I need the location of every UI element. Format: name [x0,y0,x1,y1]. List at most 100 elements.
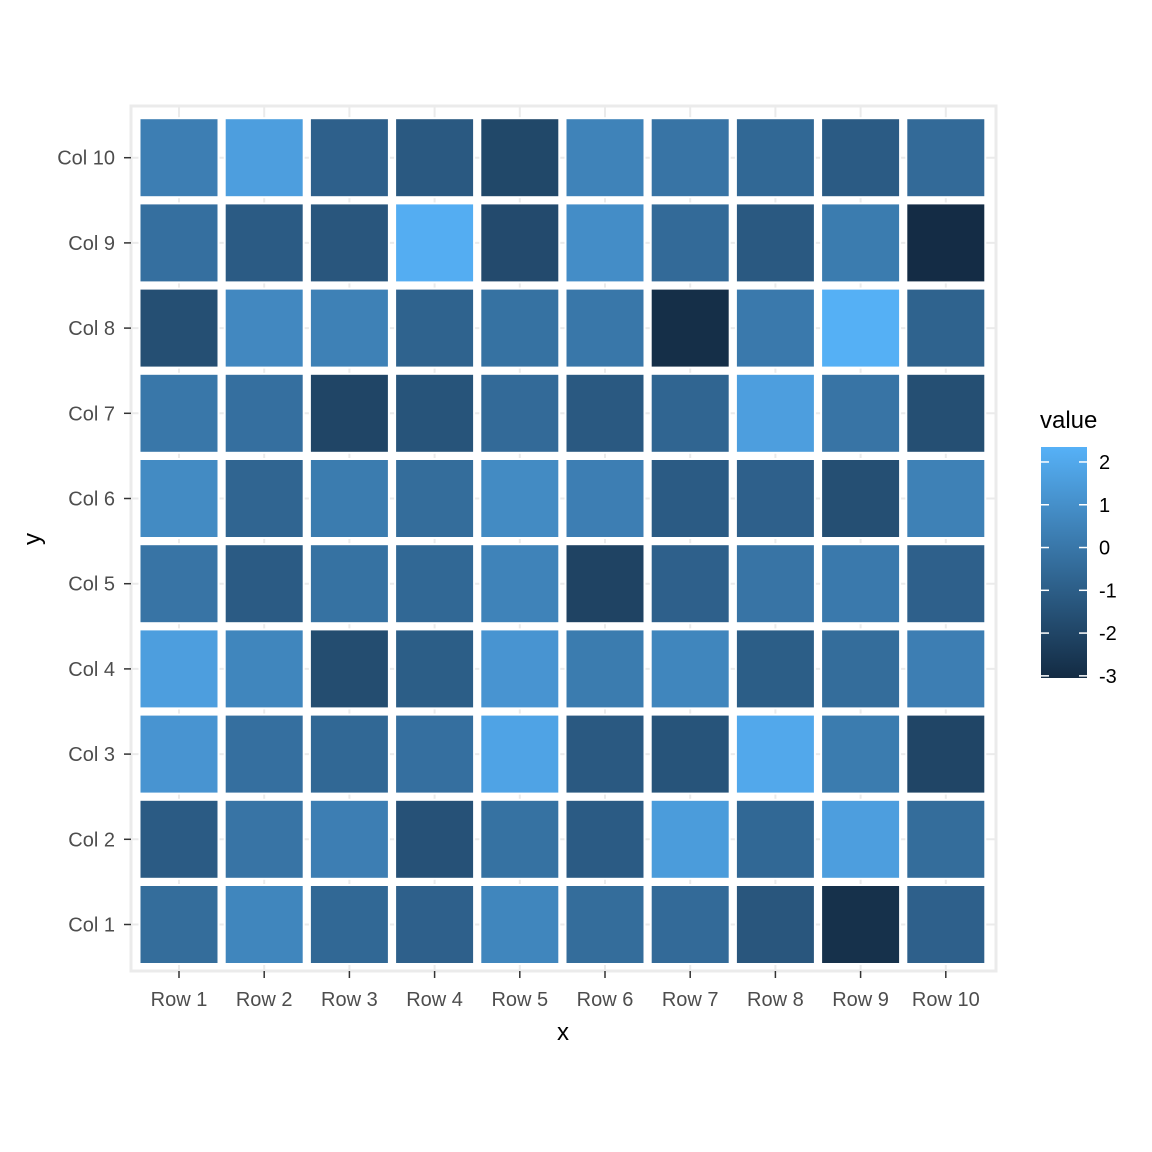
heatmap-cell [394,798,476,880]
heatmap-cell [479,287,561,369]
y-tick-label: Col 4 [68,659,115,681]
heatmap-cell [223,372,305,454]
heatmap-cell [734,372,816,454]
heatmap-cell [734,884,816,965]
heatmap-cell [734,713,816,795]
heatmap-cell [734,117,816,199]
x-tick-label: Row 2 [236,989,293,1011]
heatmap-cell [138,628,220,710]
y-axis-title: y [19,533,46,545]
heatmap-cell [649,287,731,369]
x-tick-label: Row 9 [832,989,889,1011]
heatmap-cell [394,543,476,625]
x-tick-label: Row 3 [321,989,378,1011]
heatmap-cell [905,117,987,199]
heatmap-cell [138,884,220,965]
heatmap-cell [564,372,646,454]
heatmap-cell [308,884,390,965]
heatmap-cell [649,202,731,284]
heatmap-cell [394,884,476,965]
y-tick-label: Col 8 [68,318,115,340]
heatmap-cell [308,713,390,795]
heatmap-cell [308,202,390,284]
legend-tick-label: 0 [1099,538,1110,560]
y-tick-label: Col 10 [57,148,115,170]
heatmap-cell [479,202,561,284]
heatmap-cell [308,458,390,539]
heatmap-cell [479,798,561,880]
legend-tick-label: -2 [1099,623,1117,645]
heatmap-cell [138,713,220,795]
x-axis: Row 1 Row 2 Row 3 Row 4 Row 5 Row 6 Row 7 Row 8… [151,971,980,1011]
heatmap-cell [564,287,646,369]
heatmap-cell [905,713,987,795]
heatmap-cell [905,884,987,965]
heatmap-cell [734,287,816,369]
y-tick-label: Col 6 [68,489,115,511]
heatmap-cell [905,372,987,454]
heatmap-cell [223,798,305,880]
legend-tick-label: 2 [1099,452,1110,474]
heatmap-cell [138,202,220,284]
y-tick-label: Col 7 [68,403,115,425]
heatmap-cell [479,628,561,710]
heatmap-cell [138,458,220,539]
heatmap-cell [394,287,476,369]
heatmap-cell [820,202,902,284]
heatmap-cell [564,458,646,539]
y-tick-label: Col 1 [68,915,115,937]
heatmap-cell [734,543,816,625]
heatmap-cell [308,628,390,710]
heatmap-cell [564,798,646,880]
x-tick-label: Row 8 [747,989,804,1011]
heatmap-cell [564,628,646,710]
heatmap-cell [649,884,731,965]
heatmap-cell [223,202,305,284]
heatmap-cell [223,884,305,965]
heatmap-cell [479,372,561,454]
heatmap-cell [905,287,987,369]
heatmap-cell [820,458,902,539]
heatmap-cell [308,543,390,625]
heatmap-cell [734,458,816,539]
heatmap-cell [394,628,476,710]
heatmap-cell [308,372,390,454]
heatmap-cell [564,884,646,965]
heatmap-cell [394,117,476,199]
heatmap-cell [564,543,646,625]
heatmap-cell [479,884,561,965]
heatmap-cell [138,287,220,369]
heatmap-cell [649,628,731,710]
heatmap-cell [394,458,476,539]
heatmap-cell [905,798,987,880]
legend-ticks: 2 1 0 -1 -2 -3 [1041,452,1117,688]
heatmap-cell [223,543,305,625]
heatmap-cell [734,202,816,284]
heatmap-cell [820,798,902,880]
y-tick-label: Col 9 [68,233,115,255]
x-tick-label: Row 5 [491,989,548,1011]
heatmap-cell [649,117,731,199]
heatmap-cell [394,202,476,284]
heatmap-cell [479,543,561,625]
heatmap-cell [649,798,731,880]
heatmap-cell [820,372,902,454]
heatmap-cell [308,117,390,199]
y-tick-label: Col 2 [68,829,115,851]
heatmap-cell [138,543,220,625]
heatmap-cell [649,458,731,539]
heatmap-cell [905,458,987,539]
heatmap-cell [649,543,731,625]
heatmap-tiles [138,117,987,965]
heatmap-cell [223,458,305,539]
legend-colorbar [1041,447,1087,678]
legend-tick-label: -3 [1099,666,1117,688]
heatmap-cell [820,117,902,199]
heatmap-cell [820,543,902,625]
heatmap-cell [223,713,305,795]
heatmap-cell [138,117,220,199]
heatmap-cell [649,372,731,454]
heatmap-cell [223,117,305,199]
x-tick-label: Row 6 [577,989,634,1011]
